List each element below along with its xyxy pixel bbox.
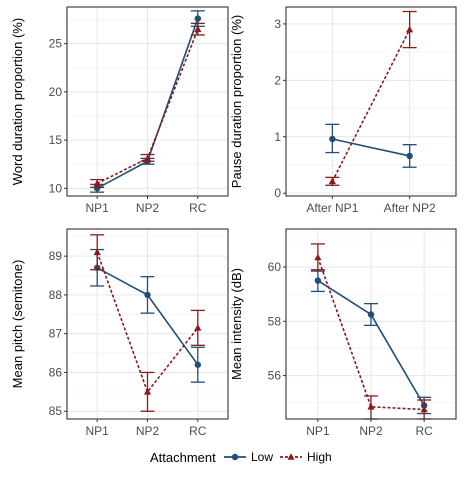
y-tick-label: 3 bbox=[274, 17, 281, 31]
series-low bbox=[325, 123, 417, 168]
panel-border bbox=[66, 228, 229, 420]
y-tick-label: 2 bbox=[274, 73, 281, 87]
y-tick-label: 87 bbox=[49, 327, 63, 341]
x-tick-label: NP2 bbox=[136, 201, 160, 215]
data-point bbox=[406, 25, 414, 33]
panel-border bbox=[285, 6, 457, 197]
series-high bbox=[90, 234, 205, 412]
legend-item-low: Low bbox=[224, 450, 273, 464]
data-point bbox=[194, 15, 202, 22]
legend-label-low: Low bbox=[251, 450, 273, 464]
panel-1: 10 15 20 25 NP1 NP2 RC Word duration proportion… bbox=[10, 6, 229, 215]
data-point bbox=[144, 291, 151, 299]
y-tick-label: 88 bbox=[49, 288, 63, 302]
y-tick-label: 86 bbox=[49, 365, 63, 379]
y-tick-label: 56 bbox=[268, 369, 282, 383]
series-line bbox=[332, 138, 410, 157]
panel-border bbox=[66, 6, 229, 197]
data-point bbox=[314, 253, 322, 261]
data-point bbox=[93, 179, 101, 187]
x-tick-label: NP2 bbox=[136, 424, 160, 438]
y-tick-label: 60 bbox=[268, 260, 282, 274]
x-tick-label: After NP2 bbox=[384, 201, 436, 215]
data-point bbox=[367, 402, 375, 410]
data-point bbox=[143, 388, 152, 395]
x-tick-label: RC bbox=[415, 424, 433, 438]
x-tick-label: NP2 bbox=[359, 424, 383, 438]
y-tick-label: 25 bbox=[49, 37, 63, 51]
y-tick-label: 10 bbox=[49, 181, 63, 195]
x-tick-label: RC bbox=[189, 201, 207, 215]
x-tick-label: NP1 bbox=[86, 201, 110, 215]
y-tick-label: 0 bbox=[274, 186, 281, 200]
data-point bbox=[328, 177, 336, 185]
y-tick-label: 58 bbox=[268, 314, 282, 328]
panel-3: 85 86 87 88 89 NP1 NP2 RC Mean pitch (semitone) bbox=[10, 228, 229, 438]
legend: Attachment Low High bbox=[150, 450, 332, 465]
series-high bbox=[325, 10, 417, 186]
data-point bbox=[194, 361, 202, 368]
legend-item-high: High bbox=[280, 450, 332, 464]
y-tick-label: 15 bbox=[49, 133, 63, 147]
legend-title: Attachment bbox=[150, 450, 216, 465]
panel-2: 0 1 2 3 After NP1 After NP2 Pause duration pro… bbox=[229, 6, 457, 215]
y-tick-label: 1 bbox=[274, 130, 281, 144]
y-axis-title: Mean intensity (dB) bbox=[229, 268, 244, 380]
x-tick-label: RC bbox=[189, 424, 207, 438]
data-point bbox=[314, 277, 322, 284]
data-point bbox=[406, 152, 413, 160]
series-line bbox=[317, 257, 425, 411]
data-point bbox=[143, 154, 152, 162]
y-tick-label: 20 bbox=[49, 85, 63, 99]
series-line bbox=[331, 29, 411, 182]
panel-4: 56 58 60 NP1 NP2 RC Mean intensity (dB) bbox=[229, 228, 457, 438]
data-point bbox=[367, 311, 375, 318]
y-axis-title: Mean pitch (semitone) bbox=[10, 260, 25, 389]
data-point bbox=[420, 405, 428, 413]
x-tick-label: NP1 bbox=[306, 424, 330, 438]
x-tick-label: NP1 bbox=[86, 424, 110, 438]
data-point bbox=[194, 25, 202, 32]
legend-marker-high bbox=[287, 453, 295, 460]
data-point bbox=[194, 324, 202, 331]
panel-border bbox=[285, 228, 457, 420]
y-axis-title: Pause duration proportion (%) bbox=[229, 15, 244, 188]
legend-label-high: High bbox=[307, 450, 332, 464]
y-axis-title: Word duration proportion (%) bbox=[10, 18, 25, 185]
x-tick-label: After NP1 bbox=[306, 201, 358, 215]
y-tick-label: 89 bbox=[49, 249, 63, 263]
data-point bbox=[329, 135, 336, 143]
y-tick-label: 85 bbox=[49, 404, 63, 418]
series-line bbox=[96, 251, 199, 394]
series-high bbox=[90, 22, 205, 188]
legend-marker-low bbox=[231, 453, 239, 461]
data-point bbox=[93, 248, 101, 256]
